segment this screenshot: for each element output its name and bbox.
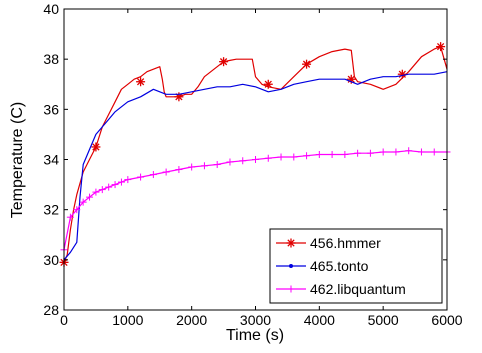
- series-marker-2: [277, 153, 285, 161]
- x-tick-label: 3000: [240, 312, 271, 328]
- series-marker-2: [111, 181, 119, 189]
- series-marker-2: [213, 161, 221, 169]
- series-marker-0: [302, 59, 312, 69]
- series-marker-2: [417, 148, 425, 156]
- series-marker-2: [252, 156, 259, 163]
- series-marker-2: [66, 213, 74, 221]
- y-tick-label: 36: [43, 101, 59, 117]
- series-layer: [59, 42, 451, 267]
- series-marker-2: [239, 157, 247, 165]
- legend-swatch-marker: [287, 285, 295, 293]
- legend-swatch-marker: [286, 238, 296, 248]
- series-marker-0: [436, 42, 446, 52]
- series-0: [59, 42, 448, 267]
- legend: 456.hmmer 465.tonto 462.libquantum: [269, 228, 443, 304]
- series-line-1: [63, 71, 448, 261]
- legend-entry-1: 465.tonto: [276, 258, 369, 274]
- series-marker-2: [175, 166, 183, 174]
- series-marker-2: [226, 158, 234, 166]
- series-marker-2: [430, 148, 438, 156]
- series-marker-0: [397, 69, 407, 79]
- series-marker-2: [162, 168, 170, 176]
- series-marker-2: [341, 150, 349, 158]
- series-marker-0: [136, 77, 146, 87]
- series-marker-2: [315, 150, 323, 158]
- series-marker-2: [328, 150, 336, 158]
- ticks-layer: 0 1000 2000 3000 4000 5000 6000 28 30 32 34 36 38 40: [43, 1, 462, 328]
- series-marker-2: [105, 183, 113, 191]
- series-marker-2: [354, 149, 362, 157]
- x-axis-label: Time (s): [226, 327, 284, 344]
- series-marker-2: [405, 147, 413, 155]
- series-marker-2: [79, 198, 87, 206]
- legend-label: 456.hmmer: [310, 235, 381, 251]
- series-marker-2: [73, 206, 81, 214]
- series-marker-2: [86, 193, 94, 201]
- y-axis-label: Temperature (C): [9, 102, 26, 218]
- series-marker-2: [149, 171, 157, 179]
- x-tick-label: 6000: [431, 312, 462, 328]
- x-tick-label: 4000: [304, 312, 335, 328]
- legend-entry-2: 462.libquantum: [276, 281, 406, 297]
- series-marker-0: [91, 142, 101, 152]
- y-tick-label: 40: [43, 1, 59, 17]
- series-marker-2: [200, 162, 208, 170]
- series-marker-0: [174, 92, 184, 102]
- series-marker-2: [188, 163, 196, 171]
- series-marker-2: [392, 148, 400, 156]
- series-marker-2: [124, 176, 132, 184]
- x-tick-label: 5000: [368, 312, 399, 328]
- series-marker-2: [264, 154, 272, 162]
- y-tick-label: 30: [43, 252, 59, 268]
- y-tick-label: 34: [43, 152, 59, 168]
- series-marker-2: [379, 148, 387, 156]
- series-marker-2: [290, 153, 298, 161]
- series-marker-2: [366, 149, 374, 157]
- y-tick-label: 28: [43, 302, 59, 318]
- series-marker-2: [137, 173, 145, 181]
- y-tick-label: 32: [43, 202, 59, 218]
- series-marker-2: [98, 186, 106, 194]
- legend-label: 462.libquantum: [310, 281, 406, 297]
- x-tick-label: 0: [60, 312, 68, 328]
- x-tick-label: 2000: [176, 312, 207, 328]
- series-marker-2: [303, 152, 311, 160]
- legend-swatch-marker: [289, 264, 293, 268]
- legend-label: 465.tonto: [310, 258, 369, 274]
- series-marker-2: [92, 188, 100, 196]
- legend-entries: 456.hmmer 465.tonto 462.libquantum: [276, 235, 406, 297]
- series-marker-0: [219, 57, 229, 67]
- legend-entry-0: 456.hmmer: [276, 235, 381, 251]
- x-tick-label: 1000: [112, 312, 143, 328]
- series-marker-2: [117, 178, 125, 186]
- y-tick-label: 38: [43, 51, 59, 67]
- series-marker-0: [263, 79, 273, 89]
- series-1: [63, 71, 448, 261]
- series-2: [60, 147, 451, 254]
